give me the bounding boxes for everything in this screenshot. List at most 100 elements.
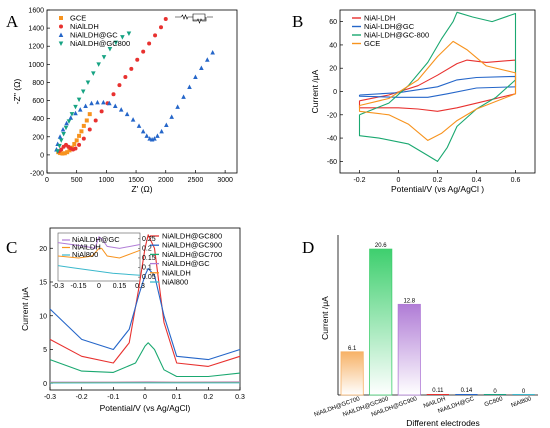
y-tick-label: 600 [32,98,44,105]
x-tick-label: 500 [71,177,83,184]
legend-marker [59,24,63,29]
legend-entry: NiAlLDH [162,268,191,277]
data-point [152,136,157,141]
data-point [62,151,67,156]
data-point [81,123,86,128]
legend-entry: NiAl-LDH@GC [364,22,415,31]
y-axis-label: -Z'' (Ω) [12,79,22,105]
inset-x-tick-label: 0.3 [135,283,145,290]
x-tick-label: 2000 [158,177,174,184]
inset-x-tick-label: 0.15 [113,283,127,290]
inset-x-tick-label: -0.3 [52,283,64,290]
data-point [58,138,64,143]
data-point [93,118,98,123]
bar [369,248,393,396]
data-point [76,97,82,103]
data-point [117,83,122,88]
y-tick-label: 5 [43,347,47,354]
data-point [118,107,124,112]
data-point [123,75,128,80]
y-tick-label: 60 [329,19,337,26]
data-point [107,100,112,106]
data-point [140,128,146,134]
data-point [187,84,192,89]
data-point [65,150,70,155]
inset-y-tick-label: 0.1 [142,265,152,272]
legend-entry: GCE [364,39,380,48]
panel-b-label: B [292,12,303,31]
x-tick-label: -0.1 [107,394,119,401]
data-point [144,133,150,138]
data-point [85,80,91,85]
inset-x-tick-label: 0 [97,283,101,290]
x-tick-label: 0 [45,177,49,184]
y-tick-label: 40 [329,42,337,49]
data-point [111,92,116,97]
data-point [147,41,152,46]
series-line-NiAl-LDH@GC [358,75,517,98]
data-point [155,133,160,138]
y-tick-label: -200 [30,171,44,178]
bar-value-label: 6.1 [348,346,357,352]
data-point [112,103,118,108]
data-point [120,35,125,40]
bar-value-label: 12.8 [403,298,415,304]
x-axis-label: Potential/V (vs Ag/AgCl) [100,403,191,413]
data-point [210,50,215,55]
data-point [84,118,89,123]
inset-x-tick-label: -0.15 [71,283,87,290]
x-tick-label: 0.2 [203,394,213,401]
y-tick-label: -60 [327,159,337,166]
data-point [67,148,72,153]
legend-entry: NiAlLDH@GC700 [162,250,222,259]
x-tick-label: -0.2 [76,394,88,401]
x-category-label: NiAl800 [510,396,532,409]
panel-a-frame [46,9,238,174]
x-tick-label: 3000 [217,177,233,184]
series-NiAlLDH@GC [54,50,215,152]
x-tick-label: 0.3 [235,394,245,401]
data-point [66,119,72,124]
legend-entry: NiAlLDH@GC800 [70,39,130,48]
panel-c: C -0.3 -0.2 -0.1 0 0.1 0.2 0.3 0 5 10 15 20 Potentia… [6,227,245,413]
x-tick-label: 0.1 [172,394,182,401]
bar-value-label: 0.11 [432,388,444,394]
x-tick-label: 0 [397,177,401,184]
data-point [175,104,180,109]
legend-entry: NiAl-LDH@GC-800 [364,31,429,40]
panel-b: B -0.2 0 0.2 0.4 0.6 -60 -40 -20 0 20 40 60 Potentia… [292,9,536,194]
inset-y-tick-label: 0.15 [142,255,156,262]
data-point [77,107,83,112]
data-point [136,123,142,128]
y-tick-label: 10 [39,313,47,320]
y-tick-label: 200 [32,134,44,141]
y-tick-label: 0 [40,152,44,159]
data-point [169,114,174,119]
data-point [113,40,119,46]
y-axis-label: Current /μA [310,69,320,113]
data-point [68,115,74,120]
data-point [141,49,146,54]
data-point [163,17,168,22]
inset-frame [57,232,141,282]
bar-value-label: 20.6 [375,243,387,249]
legend-entry: NiAlLDH@GC [162,259,210,268]
data-point [181,94,186,99]
legend-entry: NiAlLDH@GC900 [162,241,222,250]
y-tick-label: 20 [39,246,47,253]
data-point [101,99,106,105]
series-line-GCE [358,40,517,141]
data-point [126,31,132,37]
legend-marker [58,32,64,37]
inset-y-tick-label: 0.05 [142,274,156,281]
data-point [60,151,65,156]
panel-a: A 0 500 1000 1500 2000 2500 3000-2000200400600… [6,8,238,194]
data-point [153,33,158,38]
data-point [79,129,84,134]
data-point [193,74,198,80]
data-point [60,127,66,132]
x-tick-label: 1000 [99,177,115,184]
data-point [87,127,92,132]
y-tick-label: 0 [333,89,337,96]
